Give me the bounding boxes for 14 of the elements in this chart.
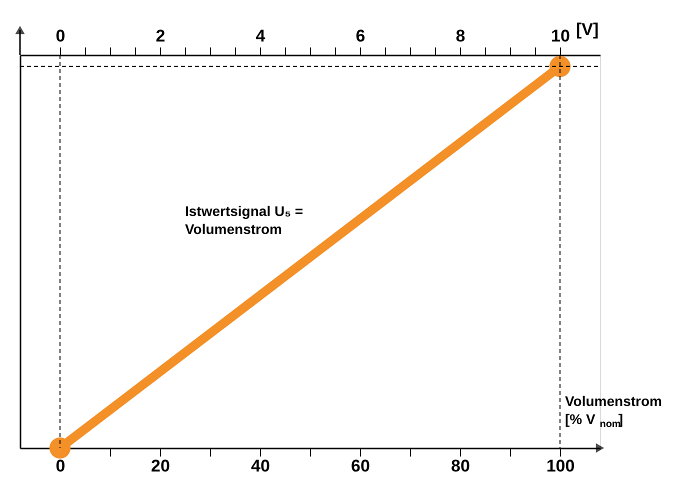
x2-tick-label: 10	[551, 26, 570, 46]
x2-tick-label: 6	[356, 26, 366, 46]
x-tick-label: 20	[151, 456, 170, 476]
x2-tick-label: 0	[56, 26, 66, 46]
x2-tick-label: 2	[156, 26, 166, 46]
x-tick-label: 0	[56, 456, 66, 476]
x-tick-label: 40	[251, 456, 270, 476]
x2-tick-label: 4	[256, 26, 266, 46]
x2-axis-title: [V]	[576, 20, 599, 39]
x-tick-label: 100	[546, 456, 575, 476]
x-tick-label: 60	[351, 456, 370, 476]
x-tick-label: 80	[451, 456, 470, 476]
x2-tick-label: 8	[456, 26, 466, 46]
annotation: Istwertsignal U₅ = Volumenstrom	[185, 203, 304, 237]
